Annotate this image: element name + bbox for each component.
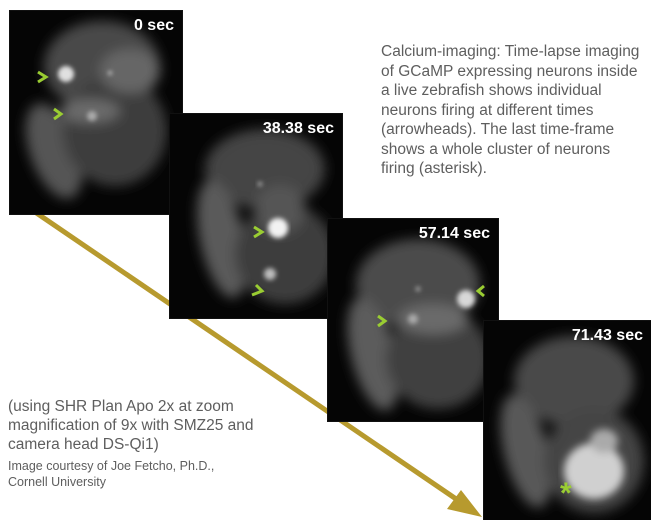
arrowhead-markers bbox=[251, 225, 265, 297]
microscopy-frame-38: 38.38 sec bbox=[170, 114, 342, 318]
neuron-image bbox=[500, 336, 644, 513]
arrowhead-icon bbox=[53, 107, 64, 121]
microscope-settings-note: (using SHR Plan Apo 2x at zoom magnifica… bbox=[8, 398, 254, 453]
arrowhead-icon bbox=[253, 225, 265, 239]
arrowhead-icon bbox=[37, 70, 49, 84]
arrowhead-icon bbox=[377, 314, 388, 328]
neuron-image bbox=[197, 129, 335, 304]
timestamp-label: 0 sec bbox=[133, 17, 174, 34]
arrowhead-icon bbox=[475, 284, 485, 298]
microscopy-frame-0: 0 sec bbox=[10, 11, 182, 214]
microscopy-frame-71: 71.43 sec * bbox=[484, 321, 651, 520]
credit-line-2: Cornell University bbox=[8, 474, 106, 489]
microscopy-frame-57: 57.14 sec bbox=[328, 219, 498, 421]
image-credit: Image courtesy of Joe Fetcho, Ph.D., Cor… bbox=[8, 459, 268, 490]
credit-line-1: Image courtesy of Joe Fetcho, Ph.D., bbox=[8, 459, 215, 473]
timestamp-label: 38.38 sec bbox=[262, 120, 334, 137]
neuron-image bbox=[25, 21, 167, 199]
neuron-image bbox=[347, 239, 490, 411]
asterisk-marker: * bbox=[560, 477, 572, 510]
arrowhead-markers bbox=[377, 284, 485, 328]
timestamp-label: 71.43 sec bbox=[571, 327, 643, 344]
timestamp-label: 57.14 sec bbox=[418, 225, 490, 242]
arrowhead-icon bbox=[251, 283, 265, 297]
figure-caption: Calcium-imaging: Time-lapse imaging of G… bbox=[381, 43, 640, 177]
arrowhead-markers bbox=[37, 70, 64, 121]
